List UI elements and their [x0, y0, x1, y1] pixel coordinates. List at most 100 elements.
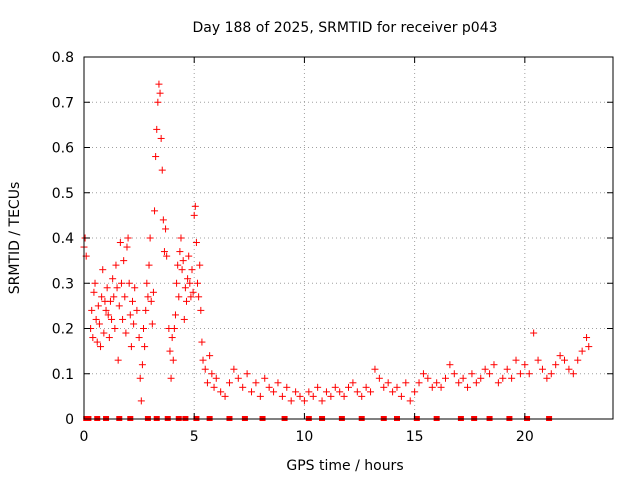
data-point	[543, 374, 551, 382]
data-point	[169, 356, 177, 364]
data-point	[195, 293, 203, 301]
data-point	[397, 392, 405, 400]
data-point	[234, 374, 242, 382]
data-point	[212, 374, 220, 382]
data-point	[174, 261, 182, 269]
data-point	[187, 293, 195, 301]
data-point	[574, 356, 582, 364]
data-point	[190, 211, 198, 219]
data-point	[521, 361, 529, 369]
data-point	[225, 379, 233, 387]
data-point	[552, 361, 560, 369]
data-point	[547, 370, 555, 378]
data-point	[179, 257, 187, 265]
data-point	[113, 284, 121, 292]
data-point	[124, 234, 132, 242]
data-point	[144, 293, 152, 301]
data-point	[583, 334, 591, 342]
x-tick-label: 20	[516, 429, 534, 445]
data-point	[125, 279, 133, 287]
data-point	[175, 293, 183, 301]
data-point	[459, 374, 467, 382]
data-point	[157, 134, 165, 142]
data-point	[166, 347, 174, 355]
data-point	[508, 374, 516, 382]
data-point	[419, 370, 427, 378]
data-point	[168, 334, 176, 342]
data-point	[585, 343, 593, 351]
data-point	[367, 388, 375, 396]
data-point	[103, 284, 111, 292]
data-point	[472, 379, 480, 387]
data-point	[148, 320, 156, 328]
data-point	[153, 125, 161, 133]
data-point	[141, 343, 149, 351]
data-point	[106, 297, 114, 305]
data-point	[110, 293, 118, 301]
data-point	[123, 243, 131, 251]
data-point	[322, 388, 330, 396]
data-point	[336, 388, 344, 396]
data-point	[115, 302, 123, 310]
data-point	[481, 365, 489, 373]
data-point	[91, 279, 99, 287]
data-point	[296, 392, 304, 400]
data-point	[109, 275, 117, 283]
y-tick-label: 0.6	[52, 141, 74, 157]
x-tick-label: 0	[80, 429, 89, 445]
y-tick-label: 0.2	[52, 322, 74, 338]
data-point	[105, 334, 113, 342]
data-point	[300, 397, 308, 405]
data-marks	[80, 80, 593, 421]
data-point	[428, 383, 436, 391]
data-point	[186, 279, 194, 287]
data-point	[192, 239, 200, 247]
data-point	[375, 374, 383, 382]
data-point	[133, 306, 141, 314]
data-point	[292, 388, 300, 396]
data-point	[525, 370, 533, 378]
data-point	[100, 329, 108, 337]
data-point	[122, 329, 130, 337]
data-point	[340, 392, 348, 400]
data-point	[210, 383, 218, 391]
data-point	[93, 338, 101, 346]
data-point	[411, 388, 419, 396]
data-point	[486, 370, 494, 378]
data-point	[230, 365, 238, 373]
data-point	[145, 261, 153, 269]
data-point	[499, 374, 507, 382]
data-point	[158, 166, 166, 174]
data-point	[171, 311, 179, 319]
data-point	[441, 374, 449, 382]
data-point	[305, 388, 313, 396]
data-point	[180, 315, 188, 323]
data-point	[143, 279, 151, 287]
data-point	[530, 329, 538, 337]
data-point	[188, 266, 196, 274]
data-point	[199, 356, 207, 364]
data-point	[131, 284, 139, 292]
data-point	[318, 397, 326, 405]
y-axis-label: SRMTID / TECUs	[7, 182, 23, 295]
data-point	[191, 202, 199, 210]
data-point	[94, 302, 102, 310]
data-point	[152, 153, 160, 161]
data-point	[92, 315, 100, 323]
x-tick-label: 5	[190, 429, 199, 445]
data-point	[126, 311, 134, 319]
data-point	[162, 225, 170, 233]
data-point	[516, 370, 524, 378]
data-point	[203, 379, 211, 387]
data-point	[248, 388, 256, 396]
data-point	[538, 365, 546, 373]
data-point	[185, 252, 193, 260]
x-tick-label: 10	[296, 429, 314, 445]
data-point	[194, 279, 202, 287]
data-point	[287, 397, 295, 405]
y-tick-label: 0.7	[52, 95, 74, 111]
data-point	[127, 343, 135, 351]
chart-title: Day 188 of 2025, SRMTID for receiver p04…	[192, 20, 497, 36]
data-point	[97, 343, 105, 351]
